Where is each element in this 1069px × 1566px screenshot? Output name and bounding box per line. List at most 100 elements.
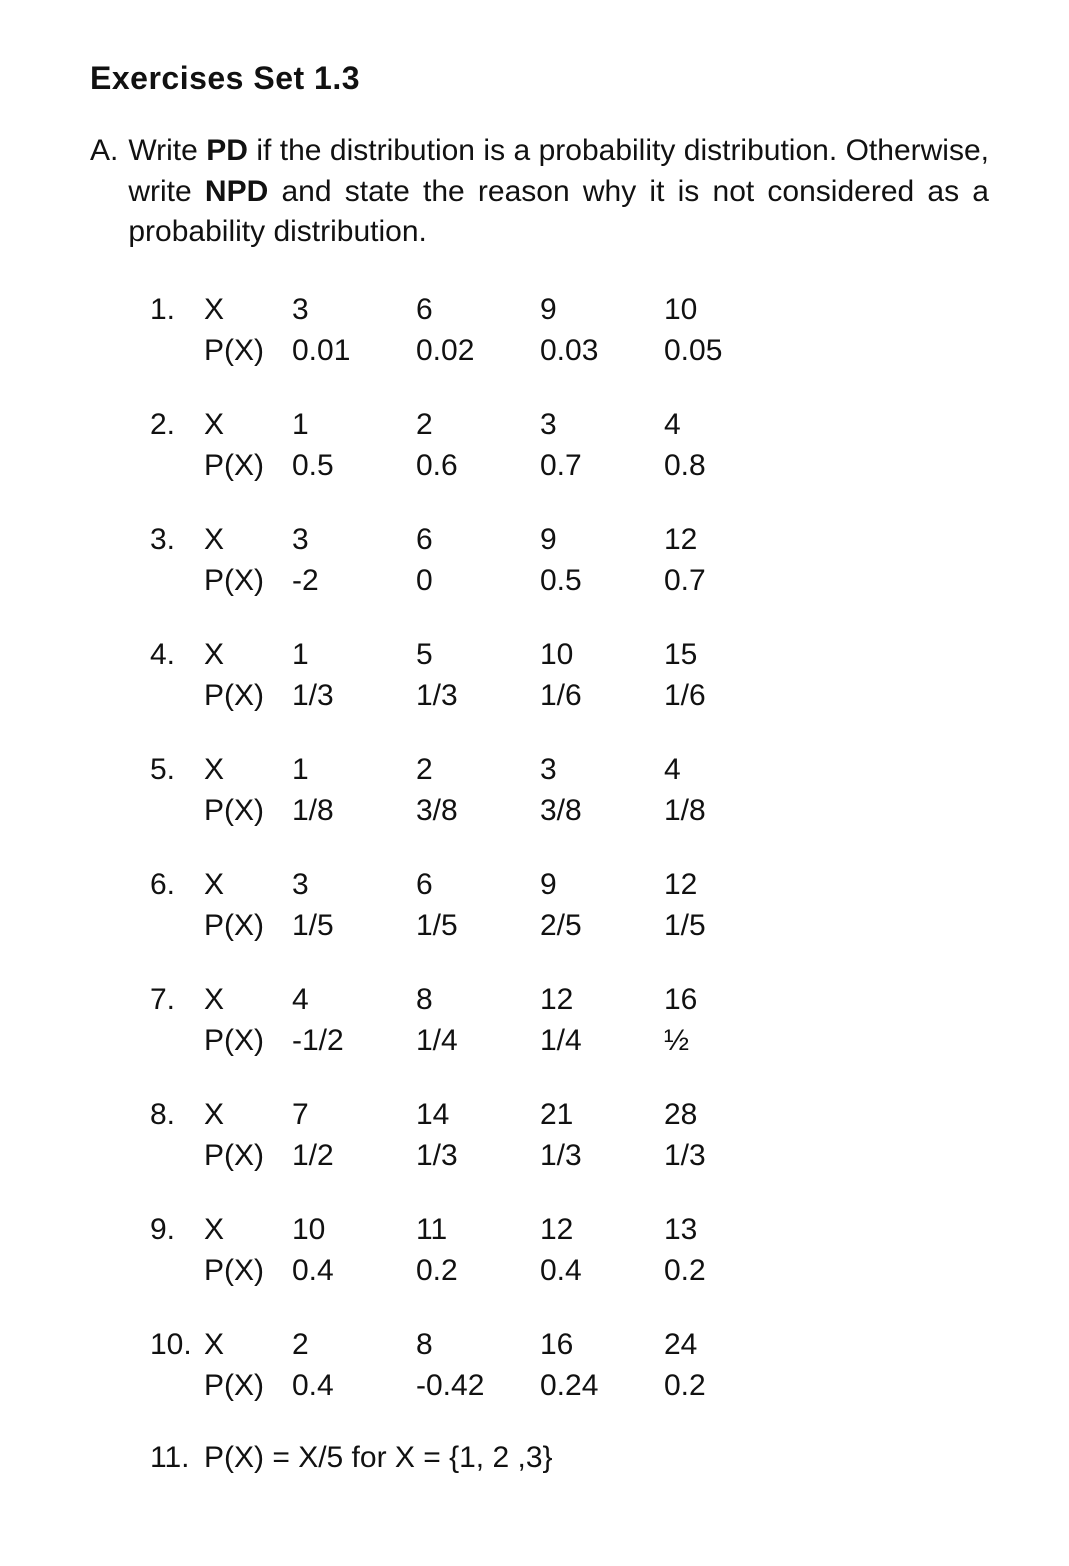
- p-value: 0.4: [292, 1367, 416, 1405]
- var-x: X: [204, 636, 292, 674]
- p-value: 0.2: [416, 1252, 540, 1290]
- x-value: 6: [416, 866, 540, 904]
- var-px: P(X): [204, 562, 292, 600]
- problem-number: 9.: [150, 1211, 204, 1249]
- x-value: 24: [664, 1326, 788, 1364]
- var-x: X: [204, 521, 292, 559]
- p-value: 1/3: [540, 1137, 664, 1175]
- p-value: 2/5: [540, 907, 664, 945]
- x-value: 3: [540, 751, 664, 789]
- x-value: 2: [416, 751, 540, 789]
- var-px: P(X): [204, 332, 292, 370]
- problem-number: 2.: [150, 406, 204, 444]
- p-value: -1/2: [292, 1022, 416, 1060]
- p-value: 1/8: [664, 792, 788, 830]
- table-row: 8. X 7 14 21 28: [150, 1096, 1009, 1134]
- var-px: P(X): [204, 1022, 292, 1060]
- problem-11: 11.P(X) = X/5 for X = {1, 2 ,3}: [150, 1441, 1009, 1475]
- p-value: 1/5: [664, 907, 788, 945]
- p-value: 1/3: [292, 677, 416, 715]
- x-value: 12: [664, 521, 788, 559]
- p-value: 0.5: [540, 562, 664, 600]
- var-x: X: [204, 406, 292, 444]
- p-value: 3/8: [416, 792, 540, 830]
- x-value: 1: [292, 751, 416, 789]
- problem-8: 8. X 7 14 21 28 P(X) 1/2 1/3 1/3 1/3: [150, 1096, 1009, 1175]
- table-row: 9. X 10 11 12 13: [150, 1211, 1009, 1249]
- instruction-pre: Write: [128, 134, 206, 167]
- x-value: 3: [540, 406, 664, 444]
- x-value: 1: [292, 636, 416, 674]
- var-px: P(X): [204, 1367, 292, 1405]
- table-row: 4. X 1 5 10 15: [150, 636, 1009, 674]
- var-x: X: [204, 1326, 292, 1364]
- x-value: 9: [540, 866, 664, 904]
- p-value: 1/8: [292, 792, 416, 830]
- p-value: 0.2: [664, 1367, 788, 1405]
- table-row: P(X) 1/2 1/3 1/3 1/3: [150, 1137, 1009, 1175]
- x-value: 12: [664, 866, 788, 904]
- problems-list: 1. X 3 6 9 10 P(X) 0.01 0.02 0.03 0.05 2…: [90, 291, 1009, 1475]
- x-value: 3: [292, 866, 416, 904]
- var-px: P(X): [204, 907, 292, 945]
- p-value: 0.2: [664, 1252, 788, 1290]
- table-row: 1. X 3 6 9 10: [150, 291, 1009, 329]
- problem-4: 4. X 1 5 10 15 P(X) 1/3 1/3 1/6 1/6: [150, 636, 1009, 715]
- instruction-text: Write PD if the distribution is a probab…: [128, 131, 989, 253]
- problem-number: 6.: [150, 866, 204, 904]
- table-row: 3. X 3 6 9 12: [150, 521, 1009, 559]
- x-value: 10: [292, 1211, 416, 1249]
- instruction-block: A. Write PD if the distribution is a pro…: [90, 131, 1009, 253]
- x-value: 7: [292, 1096, 416, 1134]
- x-value: 3: [292, 521, 416, 559]
- p-value: 0.7: [664, 562, 788, 600]
- x-value: 4: [664, 751, 788, 789]
- p-value: 1/5: [416, 907, 540, 945]
- x-value: 9: [540, 521, 664, 559]
- x-value: 14: [416, 1096, 540, 1134]
- problem-number: 8.: [150, 1096, 204, 1134]
- x-value: 4: [664, 406, 788, 444]
- x-value: 8: [416, 1326, 540, 1364]
- var-px: P(X): [204, 792, 292, 830]
- var-x: X: [204, 751, 292, 789]
- problem-number: 7.: [150, 981, 204, 1019]
- p-value: 1/3: [416, 677, 540, 715]
- p-value: 0: [416, 562, 540, 600]
- problem-5: 5. X 1 2 3 4 P(X) 1/8 3/8 3/8 1/8: [150, 751, 1009, 830]
- p-value: 0.03: [540, 332, 664, 370]
- x-value: 12: [540, 1211, 664, 1249]
- problem-10: 10. X 2 8 16 24 P(X) 0.4 -0.42 0.24 0.2: [150, 1326, 1009, 1405]
- formula-text: P(X) = X/5 for X = {1, 2 ,3}: [204, 1441, 553, 1474]
- p-value: 1/3: [416, 1137, 540, 1175]
- x-value: 16: [540, 1326, 664, 1364]
- p-value: 1/6: [664, 677, 788, 715]
- problem-number: 4.: [150, 636, 204, 674]
- var-x: X: [204, 1211, 292, 1249]
- x-value: 2: [292, 1326, 416, 1364]
- p-value: 1/6: [540, 677, 664, 715]
- x-value: 9: [540, 291, 664, 329]
- table-row: 2. X 1 2 3 4: [150, 406, 1009, 444]
- x-value: 13: [664, 1211, 788, 1249]
- x-value: 10: [664, 291, 788, 329]
- pd-keyword: PD: [206, 134, 248, 167]
- problem-2: 2. X 1 2 3 4 P(X) 0.5 0.6 0.7 0.8: [150, 406, 1009, 485]
- table-row: 10. X 2 8 16 24: [150, 1326, 1009, 1364]
- x-value: 1: [292, 406, 416, 444]
- p-value: 0.8: [664, 447, 788, 485]
- x-value: 4: [292, 981, 416, 1019]
- instruction-label: A.: [90, 131, 118, 253]
- var-px: P(X): [204, 447, 292, 485]
- table-row: P(X) 0.4 -0.42 0.24 0.2: [150, 1367, 1009, 1405]
- page: Exercises Set 1.3 A. Write PD if the dis…: [0, 0, 1069, 1566]
- table-row: 7. X 4 8 12 16: [150, 981, 1009, 1019]
- table-row: P(X) 0.4 0.2 0.4 0.2: [150, 1252, 1009, 1290]
- table-row: P(X) -1/2 1/4 1/4 ½: [150, 1022, 1009, 1060]
- problem-7: 7. X 4 8 12 16 P(X) -1/2 1/4 1/4 ½: [150, 981, 1009, 1060]
- p-value: 0.05: [664, 332, 788, 370]
- table-row: P(X) -2 0 0.5 0.7: [150, 562, 1009, 600]
- exercises-heading: Exercises Set 1.3: [90, 60, 1009, 97]
- problem-number: 5.: [150, 751, 204, 789]
- x-value: 28: [664, 1096, 788, 1134]
